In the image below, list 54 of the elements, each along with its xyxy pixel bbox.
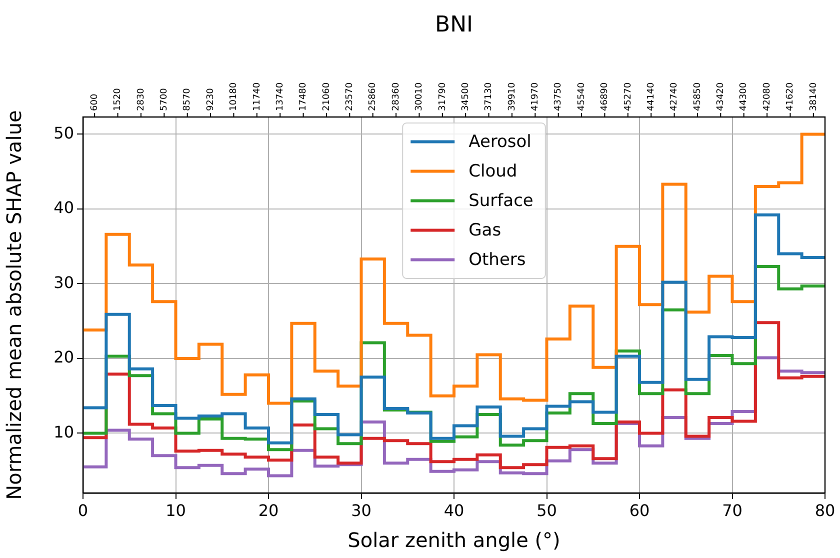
- text: 45850: [692, 82, 703, 111]
- text: 17480: [298, 82, 309, 111]
- text: 42740: [670, 82, 680, 111]
- legend-label: Gas: [468, 220, 502, 241]
- text: 1520: [113, 88, 124, 111]
- text: 2830: [136, 88, 146, 111]
- y-tick-label: 50: [54, 123, 74, 142]
- text: 38140: [808, 82, 819, 111]
- y-tick-label: 20: [54, 348, 74, 367]
- text: 25860: [368, 82, 378, 111]
- legend-label: Aerosol: [468, 132, 532, 152]
- legend-label: Others: [468, 250, 526, 270]
- text: 44140: [646, 82, 656, 111]
- text: 39910: [507, 82, 518, 111]
- legend-label: Surface: [468, 191, 534, 212]
- legend-label: Cloud: [468, 162, 518, 182]
- text: 9230: [206, 88, 216, 111]
- x-tick-label: 50: [536, 500, 557, 520]
- y-tick-label: 40: [54, 198, 74, 218]
- x-tick-label: 40: [444, 500, 464, 520]
- text: 28360: [391, 82, 402, 111]
- text: 11740: [252, 82, 262, 111]
- x-tick-label: 30: [351, 500, 372, 520]
- text: 46890: [600, 82, 610, 111]
- y-axis-title: Normalized mean absolute SHAP value: [2, 110, 26, 500]
- text: 45540: [576, 82, 587, 111]
- x-tick-label: 10: [166, 500, 186, 520]
- y-tick-label: 30: [54, 272, 74, 292]
- text: 10180: [229, 82, 240, 111]
- text: 41970: [530, 82, 540, 111]
- x-tick-label: 0: [78, 500, 88, 520]
- text: 30010: [414, 82, 425, 111]
- text: 31790: [438, 82, 448, 111]
- x-axis-title: Solar zenith angle (°): [348, 528, 560, 552]
- text: 5700: [160, 88, 170, 111]
- x-tick-label: 60: [629, 500, 650, 520]
- text: 41620: [786, 82, 796, 111]
- text: 23570: [345, 82, 355, 111]
- text: 34500: [460, 82, 471, 111]
- text: 45270: [623, 82, 634, 111]
- text: 44300: [739, 82, 750, 111]
- text: 37130: [484, 82, 494, 111]
- text: 8570: [182, 88, 193, 111]
- text: 21060: [322, 82, 332, 111]
- text: 43420: [716, 82, 726, 111]
- x-tick-label: 70: [722, 500, 742, 520]
- x-tick-label: 20: [258, 500, 279, 520]
- chart-title: BNI: [434, 12, 474, 38]
- text: 13740: [275, 82, 286, 111]
- text: 600: [90, 94, 100, 111]
- text: 42080: [762, 82, 772, 111]
- y-tick-label: 10: [54, 422, 74, 442]
- x-tick-label: 80: [814, 500, 836, 520]
- text: 43750: [554, 82, 564, 111]
